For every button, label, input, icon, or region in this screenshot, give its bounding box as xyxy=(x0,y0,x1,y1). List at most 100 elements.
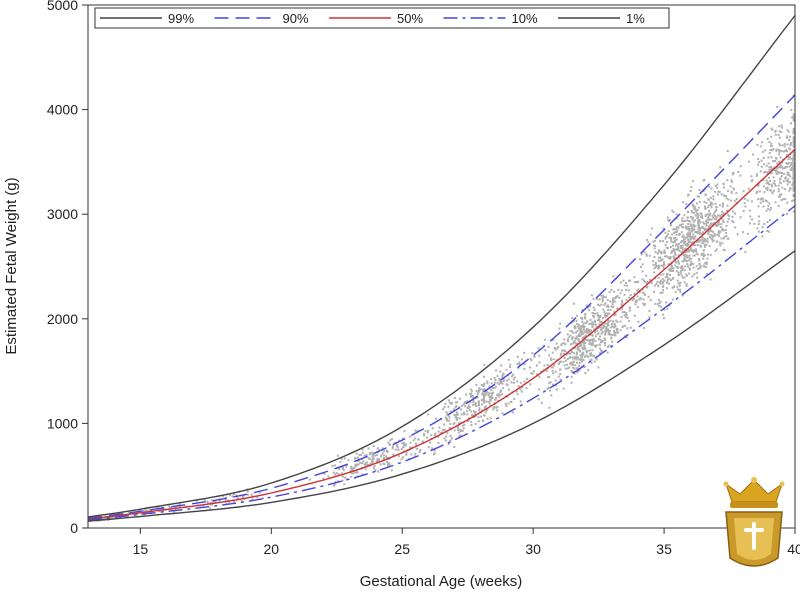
scatter-point xyxy=(703,245,706,248)
scatter-point xyxy=(582,351,585,354)
scatter-point xyxy=(726,209,728,212)
scatter-point xyxy=(480,383,483,386)
scatter-point xyxy=(572,320,575,323)
scatter-point xyxy=(651,227,654,230)
scatter-point xyxy=(476,393,479,396)
scatter-point xyxy=(680,266,683,269)
scatter-point xyxy=(654,261,657,264)
scatter-point xyxy=(778,130,781,133)
scatter-point xyxy=(672,237,675,240)
scatter-point xyxy=(613,330,615,332)
scatter-point xyxy=(792,117,795,120)
scatter-point xyxy=(473,412,476,415)
scatter-point xyxy=(659,282,662,285)
scatter-point xyxy=(356,471,359,474)
scatter-point xyxy=(370,460,373,462)
scatter-point xyxy=(521,386,524,389)
scatter-point xyxy=(757,223,760,226)
scatter-point xyxy=(607,331,610,334)
scatter-point xyxy=(441,431,443,434)
scatter-point xyxy=(571,338,574,340)
scatter-point xyxy=(602,317,604,320)
scatter-point xyxy=(735,198,738,200)
scatter-point xyxy=(665,241,668,244)
scatter-point xyxy=(354,471,357,474)
scatter-point xyxy=(689,216,692,218)
scatter-point xyxy=(529,366,532,369)
scatter-point xyxy=(682,234,685,237)
scatter-point xyxy=(702,190,705,193)
scatter-point xyxy=(613,331,616,334)
scatter-point xyxy=(455,419,458,422)
scatter-point xyxy=(446,414,449,416)
scatter-point xyxy=(591,349,594,352)
scatter-point xyxy=(722,229,725,232)
scatter-point xyxy=(641,263,644,266)
scatter-point xyxy=(478,407,481,410)
scatter-point xyxy=(681,240,684,243)
scatter-point xyxy=(418,451,421,453)
scatter-point xyxy=(451,437,453,440)
scatter-point xyxy=(525,387,528,390)
scatter-point xyxy=(459,434,462,437)
scatter-point xyxy=(500,364,503,367)
scatter-point xyxy=(500,380,503,383)
scatter-point xyxy=(672,228,675,231)
scatter-point xyxy=(548,382,551,385)
scatter-point xyxy=(777,204,780,207)
scatter-point xyxy=(683,214,686,217)
scatter-point xyxy=(706,237,709,240)
scatter-point xyxy=(770,185,773,188)
scatter-point xyxy=(789,143,792,146)
scatter-point xyxy=(778,144,781,147)
scatter-point xyxy=(711,234,714,237)
scatter-point xyxy=(604,296,607,299)
scatter-point xyxy=(677,246,679,249)
scatter-point xyxy=(375,454,378,457)
scatter-point xyxy=(562,387,565,390)
scatter-point xyxy=(581,330,583,333)
scatter-point xyxy=(582,328,585,331)
scatter-point xyxy=(792,129,795,132)
x-tick-label: 25 xyxy=(394,541,410,557)
scatter-point xyxy=(652,260,655,263)
scatter-point xyxy=(121,512,124,515)
scatter-point xyxy=(676,226,678,228)
scatter-point xyxy=(423,434,426,437)
scatter-point xyxy=(604,344,607,347)
scatter-point xyxy=(715,248,718,251)
scatter-point xyxy=(693,225,696,228)
scatter-point xyxy=(694,208,697,211)
scatter-point xyxy=(488,395,491,398)
scatter-point xyxy=(786,201,789,204)
scatter-point xyxy=(790,157,793,160)
scatter-point xyxy=(581,332,584,335)
scatter-point xyxy=(456,411,458,414)
scatter-point xyxy=(739,165,742,168)
scatter-point xyxy=(768,202,771,205)
scatter-point xyxy=(659,279,662,282)
scatter-point xyxy=(211,499,213,502)
scatter-point xyxy=(427,413,430,416)
scatter-point xyxy=(361,458,364,461)
scatter-point xyxy=(547,376,549,379)
scatter-point xyxy=(332,471,335,474)
scatter-point xyxy=(633,276,636,279)
scatter-point xyxy=(365,461,368,464)
scatter-point xyxy=(792,155,795,158)
scatter-point xyxy=(687,211,690,214)
scatter-point xyxy=(690,261,693,264)
scatter-point xyxy=(501,382,504,385)
scatter-point xyxy=(684,259,687,262)
scatter-point xyxy=(780,172,783,174)
scatter-point xyxy=(661,291,664,294)
scatter-point xyxy=(523,380,526,383)
scatter-point xyxy=(757,183,760,186)
scatter-point xyxy=(680,270,683,272)
scatter-point xyxy=(571,366,574,369)
scatter-point xyxy=(728,215,731,218)
scatter-point xyxy=(604,331,607,334)
scatter-point xyxy=(684,247,687,250)
scatter-point xyxy=(620,304,623,307)
scatter-point xyxy=(706,228,708,231)
